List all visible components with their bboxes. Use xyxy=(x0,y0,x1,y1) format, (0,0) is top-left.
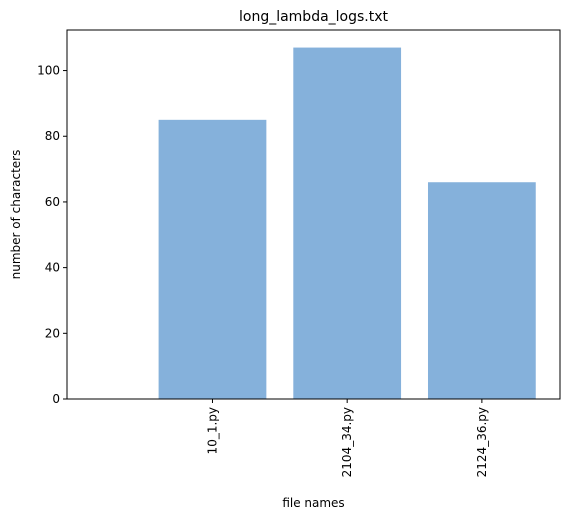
x-tick-label-2124_36.py: 2124_36.py xyxy=(475,407,489,477)
x-tick-label-10_1.py: 10_1.py xyxy=(205,407,219,454)
bar-2124_36.py xyxy=(427,182,536,399)
plot-frame xyxy=(66,29,561,400)
y-tick-label: 60 xyxy=(45,195,60,209)
y-tick-label: 20 xyxy=(45,326,60,340)
y-tick-label: 40 xyxy=(45,261,60,275)
x-axis-label: file names xyxy=(282,496,344,510)
bar-2104_34.py xyxy=(293,47,402,399)
bar-10_1.py xyxy=(158,119,267,399)
y-tick-label: 0 xyxy=(52,392,60,406)
x-tick-label-2104_34.py: 2104_34.py xyxy=(340,407,354,477)
y-tick-label: 80 xyxy=(45,129,60,143)
y-tick-label: 100 xyxy=(37,64,60,78)
chart-title: long_lambda_logs.txt xyxy=(239,9,389,25)
y-axis-label: number of characters xyxy=(9,150,23,280)
